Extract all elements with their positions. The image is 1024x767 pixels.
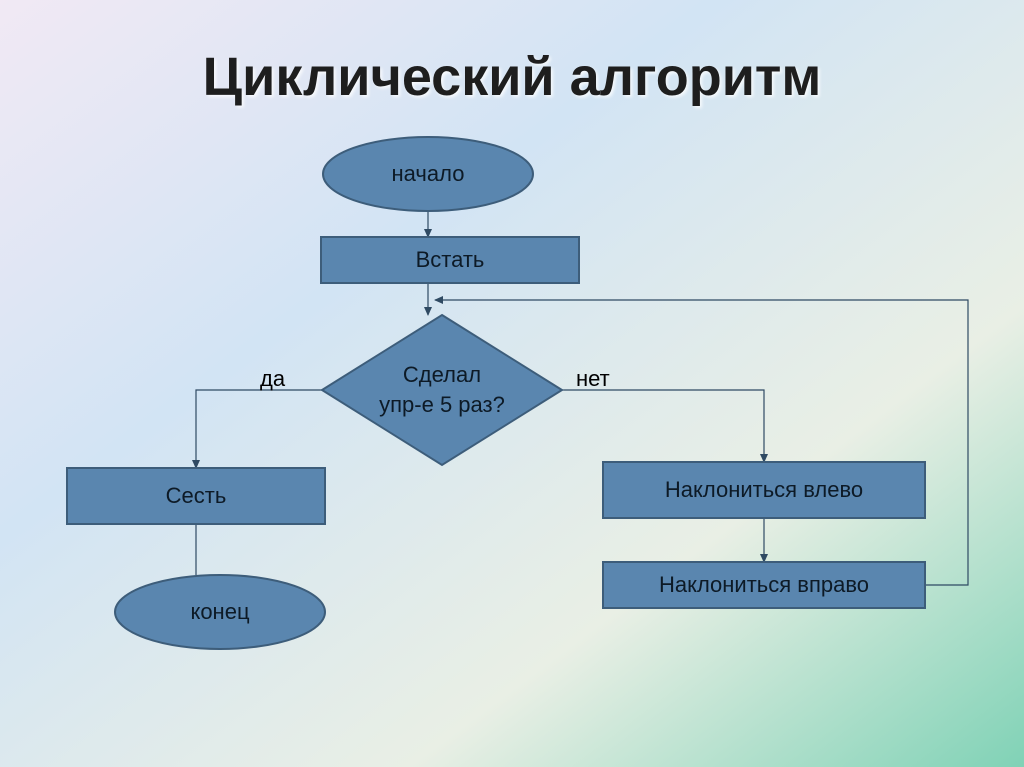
- slide-title: Циклический алгоритм: [0, 46, 1024, 108]
- node-condition: Сделал упр-е 5 раз?: [322, 315, 562, 465]
- node-end: конец: [115, 575, 325, 649]
- node-sit-label: Сесть: [166, 483, 227, 509]
- node-lean-right-label: Наклониться вправо: [659, 572, 869, 598]
- node-sit: Сесть: [67, 468, 325, 524]
- node-lean-left-label: Наклониться влево: [665, 477, 863, 503]
- node-stand-label: Встать: [416, 247, 485, 273]
- node-lean-left: Наклониться влево: [603, 462, 925, 518]
- node-condition-label: Сделал упр-е 5 раз?: [379, 360, 505, 419]
- node-start: начало: [323, 137, 533, 211]
- edge-label-yes: да: [260, 366, 285, 392]
- node-end-label: конец: [190, 599, 249, 625]
- node-start-label: начало: [392, 161, 465, 187]
- flowchart-canvas: Циклический алгоритм начало Встать Сдела…: [0, 0, 1024, 767]
- node-stand: Встать: [321, 237, 579, 283]
- node-lean-right: Наклониться вправо: [603, 562, 925, 608]
- edge-label-no: нет: [576, 366, 610, 392]
